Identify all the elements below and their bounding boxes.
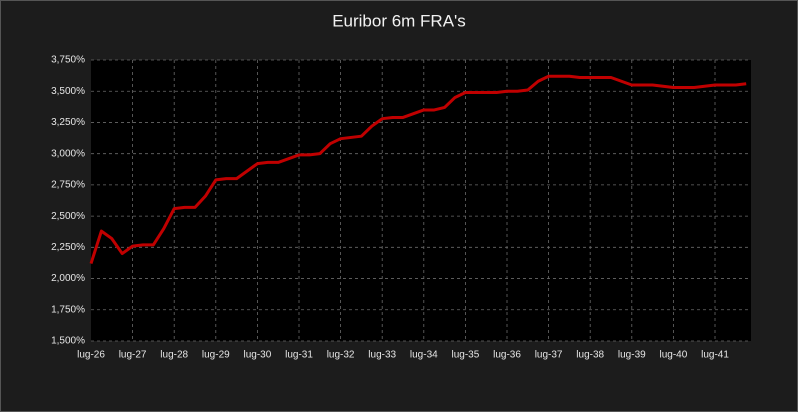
y-tick-label: 2,500% xyxy=(51,211,85,222)
x-tick-label: lug-33 xyxy=(368,350,396,361)
y-tick-label: 3,000% xyxy=(51,148,85,159)
y-tick-label: 3,500% xyxy=(51,86,85,97)
x-tick-label: lug-27 xyxy=(119,350,147,361)
plot-area xyxy=(91,60,751,341)
x-tick-label: lug-30 xyxy=(243,350,271,361)
x-tick-label: lug-32 xyxy=(327,350,355,361)
y-tick-label: 3,750% xyxy=(51,55,85,66)
x-tick-label: lug-41 xyxy=(701,350,729,361)
x-tick-label: lug-26 xyxy=(77,350,105,361)
y-tick-label: 2,250% xyxy=(51,242,85,253)
x-tick-label: lug-36 xyxy=(493,350,521,361)
chart-title: Euribor 6m FRA's xyxy=(332,11,466,30)
x-tick-label: lug-40 xyxy=(659,350,687,361)
x-tick-label: lug-37 xyxy=(535,350,563,361)
x-tick-label: lug-38 xyxy=(576,350,604,361)
x-tick-label: lug-34 xyxy=(410,350,438,361)
y-tick-label: 3,250% xyxy=(51,117,85,128)
x-tick-label: lug-39 xyxy=(618,350,646,361)
x-tick-label: lug-28 xyxy=(160,350,188,361)
y-tick-label: 2,000% xyxy=(51,273,85,284)
data-line xyxy=(89,74,747,265)
x-tick-label: lug-31 xyxy=(285,350,313,361)
y-tick-label: 1,750% xyxy=(51,304,85,315)
x-tick-label: lug-29 xyxy=(202,350,230,361)
y-tick-label: 2,750% xyxy=(51,180,85,191)
x-tick-label: lug-35 xyxy=(451,350,479,361)
y-tick-label: 1,500% xyxy=(51,336,85,347)
